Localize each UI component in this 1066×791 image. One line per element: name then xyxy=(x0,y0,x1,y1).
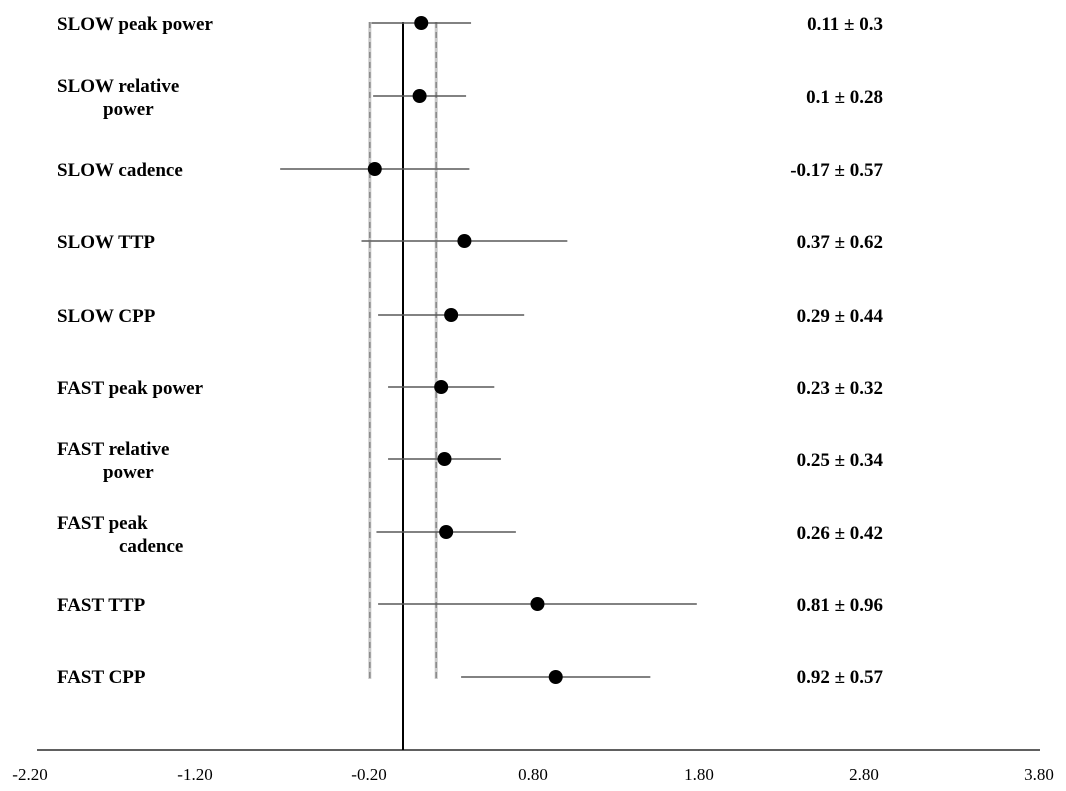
x-tick-label-5: 1.80 xyxy=(684,765,714,784)
row-label-9: FAST TTP xyxy=(57,595,146,616)
effect-value-4: 0.37 ± 0.62 xyxy=(796,232,883,253)
effect-point-9 xyxy=(530,597,545,611)
row-label-2: SLOW relative power xyxy=(57,76,180,120)
effect-value-5: 0.29 ± 0.44 xyxy=(796,306,883,327)
effect-value-6: 0.23 ± 0.32 xyxy=(796,378,883,399)
row-label-6: FAST peak power xyxy=(57,378,204,399)
effect-point-6 xyxy=(434,380,449,394)
effect-value-10: 0.92 ± 0.57 xyxy=(796,667,883,688)
x-tick-label-1: -2.20 xyxy=(12,765,48,784)
row-label-5: SLOW CPP xyxy=(57,306,156,327)
effect-value-7: 0.25 ± 0.34 xyxy=(796,450,883,471)
effect-point-4 xyxy=(457,234,472,248)
row-label-10: FAST CPP xyxy=(57,667,146,688)
effect-point-3 xyxy=(367,162,382,176)
effect-value-8: 0.26 ± 0.42 xyxy=(796,523,883,544)
x-tick-label-2: -1.20 xyxy=(177,765,213,784)
row-label-1: SLOW peak power xyxy=(57,14,213,35)
effect-value-1: 0.11 ± 0.3 xyxy=(807,14,883,35)
x-tick-label-4: 0.80 xyxy=(518,765,548,784)
effect-value-3: -0.17 ± 0.57 xyxy=(790,160,883,181)
effect-point-10 xyxy=(548,670,563,684)
effect-point-8 xyxy=(439,525,454,539)
effect-point-1 xyxy=(414,16,429,30)
effect-value-9: 0.81 ± 0.96 xyxy=(796,595,883,616)
effect-value-2: 0.1 ± 0.28 xyxy=(806,87,883,108)
row-label-7: FAST relative power xyxy=(57,439,170,483)
row-label-4: SLOW TTP xyxy=(57,232,156,253)
x-tick-label-3: -0.20 xyxy=(351,765,387,784)
effect-point-5 xyxy=(444,308,459,322)
effect-point-2 xyxy=(412,89,427,103)
row-label-8: FAST peak cadence xyxy=(57,513,184,557)
x-tick-label-7: 3.80 xyxy=(1024,765,1054,784)
row-label-3: SLOW cadence xyxy=(57,160,183,181)
x-tick-label-6: 2.80 xyxy=(849,765,879,784)
effect-point-7 xyxy=(437,452,452,466)
